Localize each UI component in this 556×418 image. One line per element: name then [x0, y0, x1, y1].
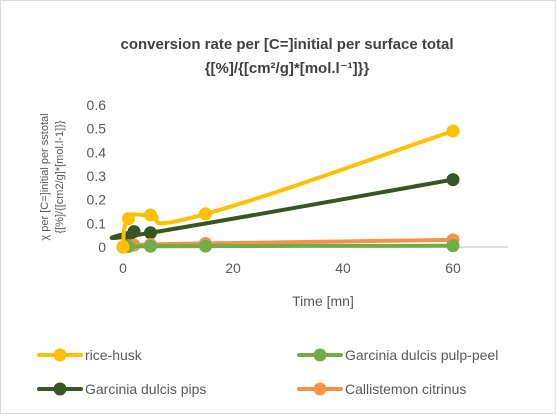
- legend-item: rice-husk: [37, 347, 143, 363]
- x-tick-labels: 0 20 40 60: [119, 260, 461, 276]
- series-3: [116, 233, 460, 254]
- legend-item: Callistemon citrinus: [297, 381, 466, 397]
- data-point: [446, 173, 460, 187]
- legend-label: rice-husk: [85, 347, 143, 363]
- legend-marker: [313, 382, 327, 396]
- y-axis-title-line1: χ per [C=]initial per sstotal: [39, 113, 51, 240]
- y-tick-labels: 0 0.1 0.2 0.3 0.4 0.5 0.6: [87, 97, 107, 255]
- data-point: [116, 240, 130, 254]
- data-point: [199, 207, 212, 221]
- y-tick-label: 0: [98, 239, 106, 255]
- legend-marker: [53, 382, 67, 396]
- legend-label: Garcinia dulcis pulp-peel: [345, 347, 498, 363]
- y-tick-label: 0.5: [87, 121, 107, 137]
- data-point: [199, 239, 212, 253]
- series-line: [121, 243, 455, 249]
- data-point: [144, 226, 157, 240]
- data-point: [127, 225, 141, 239]
- y-axis-title-line2: {[%]/{[cm2/g]*[mol.l-1]}}: [54, 120, 66, 233]
- legend: rice-husk Garcinia dulcis pulp-peel Garcin…: [37, 347, 498, 397]
- legend-label: Garcinia dulcis pips: [85, 381, 206, 397]
- x-tick-label: 0: [119, 260, 127, 276]
- x-axis-title: Time [mn]: [292, 293, 354, 309]
- y-axis-title: χ per [C=]initial per sstotal {[%]/{[cm2…: [39, 113, 66, 240]
- y-tick-label: 0.3: [87, 168, 107, 184]
- legend-item: Garcinia dulcis pulp-peel: [297, 347, 498, 363]
- y-tick-label: 0.6: [87, 97, 107, 113]
- legend-item: Garcinia dulcis pips: [37, 381, 206, 397]
- data-point: [122, 212, 135, 226]
- legend-label: Callistemon citrinus: [345, 381, 466, 397]
- series-layer: [109, 124, 460, 254]
- series-0: [116, 124, 460, 254]
- legend-marker: [53, 348, 67, 362]
- y-tick-label: 0.1: [87, 215, 107, 231]
- x-tick-label: 20: [225, 260, 241, 276]
- data-point: [144, 208, 157, 222]
- y-tick-label: 0.2: [87, 192, 107, 208]
- chart-title-line2: {[%]/{[cm²/g]*[mol.l⁻¹]}}: [205, 60, 370, 77]
- data-point: [446, 124, 460, 138]
- chart-title-line1: conversion rate per [C=]initial per surf…: [120, 36, 453, 53]
- y-tick-label: 0.4: [87, 144, 107, 160]
- data-point: [446, 239, 460, 253]
- x-tick-label: 60: [445, 260, 461, 276]
- legend-marker: [313, 348, 327, 362]
- data-point: [144, 239, 157, 253]
- x-tick-label: 40: [335, 260, 351, 276]
